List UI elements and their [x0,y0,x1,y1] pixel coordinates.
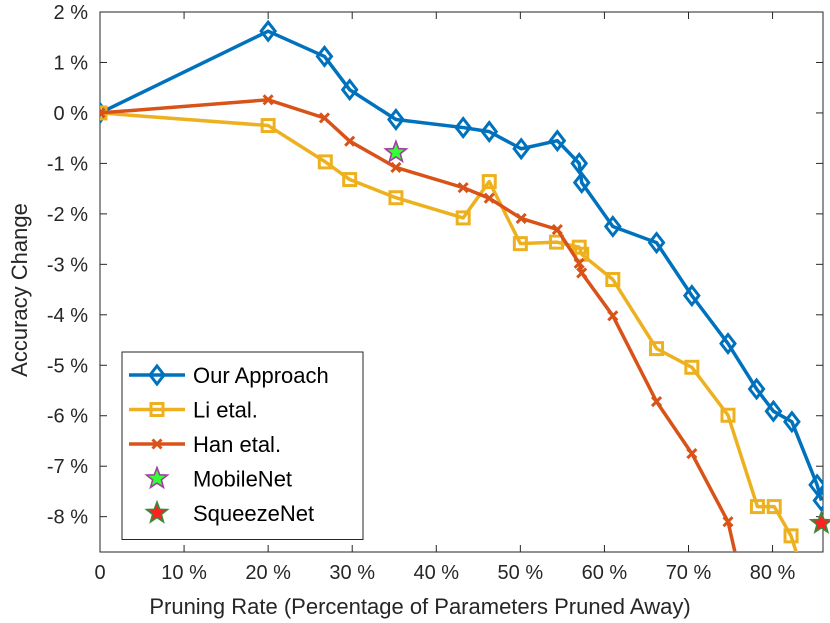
x-tick-label: 40 % [413,562,459,584]
special-points-layer [383,139,830,534]
data-point-our-approach [812,489,823,512]
data-point-li-etal [481,174,497,190]
data-point-our-approach [259,19,278,43]
series-line-han-etal [100,98,737,552]
x-tick-label: 0 [94,562,105,584]
x-tick-label: 80 % [750,562,796,584]
data-point-li-etal [512,236,528,252]
data-point-li-etal [260,118,276,134]
y-tick-label: -1 % [47,153,88,175]
data-point-li-etal [455,210,471,226]
legend-star-marker [144,499,170,524]
series-han-etal [100,94,742,567]
legend-label: SqueezeNet [193,501,314,526]
x-tick-label: 60 % [582,562,628,584]
series-layer [100,19,823,567]
data-point-our-approach [747,377,766,401]
data-point-han-etal [457,182,469,194]
legend-item-li-etal: Li etal. [129,398,258,423]
legend-marker [148,363,166,387]
data-point-li-etal [720,407,736,423]
legend-star-marker [144,465,170,490]
data-point-han-etal [390,161,402,173]
data-point-han-etal [722,516,734,528]
star-point-squeezenet [808,509,830,534]
data-point-han-etal [551,223,563,236]
data-point-our-approach [782,410,801,434]
x-tick-label: 10 % [161,562,207,584]
data-point-li-etal [388,190,404,206]
data-point-our-approach [480,120,499,144]
data-point-han-etal [100,107,106,119]
data-point-han-etal [483,192,495,204]
data-point-our-approach [603,215,622,238]
legend-label: Our Approach [193,363,329,388]
data-point-our-approach [570,151,589,175]
data-point-our-approach [315,44,334,68]
y-tick-label: 0 % [54,103,89,125]
data-point-our-approach [340,78,359,102]
x-tick-label: 30 % [329,562,375,584]
data-point-han-etal [262,94,274,106]
legend-item-han-etal: Han etal. [129,432,281,457]
axes-box [99,11,824,553]
legend-item-squeezenet: SqueezeNet [144,499,314,526]
legend-marker [151,438,163,450]
data-point-our-approach [764,399,783,423]
plot-area [99,11,824,553]
y-axis-ticks: 2 % 1 % 0 % -1 % -2 % -3 % -4 % -5 % -6 % -7 % -8 … [47,2,823,529]
x-axis-ticks: 0 10 % 20 % 30 % 40 % 50 % 60 % 70 % 80 % [94,12,796,584]
data-point-han-etal [607,310,619,322]
y-tick-label: -6 % [47,406,88,428]
y-axis-label: Accuracy Change [7,203,32,377]
data-point-li-etal [317,154,333,170]
y-tick-label: 1 % [54,52,89,74]
data-point-our-approach [572,171,591,195]
x-tick-label: 70 % [666,562,712,584]
data-point-han-etal [576,267,588,279]
legend-item-our-approach: Our Approach [129,363,329,388]
legend-label: Han etal. [193,432,281,457]
legend-marker [149,402,165,417]
x-tick-label: 50 % [498,562,544,584]
data-point-han-etal [650,396,663,408]
data-point-han-etal [733,558,742,567]
legend-item-mobilenet: MobileNet [144,465,292,492]
y-tick-label: 2 % [54,2,89,24]
data-point-han-etal [344,135,356,147]
data-point-our-approach [387,108,405,131]
y-tick-label: -4 % [47,305,88,327]
data-point-li-etal [342,172,358,188]
legend-label: Li etal. [193,398,258,423]
data-point-li-etal [749,499,765,515]
data-point-li-etal [548,234,564,250]
data-point-our-approach [512,137,531,161]
data-point-our-approach [808,473,823,497]
data-point-our-approach [454,116,473,140]
legend: Our Approach Li etal. Han etal. MobileNet Sq… [121,351,364,540]
data-point-li-etal [605,271,621,287]
data-point-li-etal [649,341,665,357]
x-axis-label: Pruning Rate (Percentage of Parameters P… [149,594,690,619]
y-tick-label: -7 % [47,456,88,478]
data-point-han-etal [515,212,527,224]
data-point-our-approach [647,231,666,255]
x-tick-label: 20 % [245,562,291,584]
y-tick-label: -2 % [47,204,88,226]
data-point-our-approach [719,332,737,356]
data-point-li-etal [766,499,782,515]
data-point-han-etal [686,448,698,460]
y-tick-label: -8 % [47,507,88,529]
data-point-our-approach [548,129,567,153]
y-tick-label: -5 % [47,355,88,377]
data-point-li-etal [684,359,700,375]
y-tick-label: -3 % [47,254,88,276]
star-point-mobilenet [383,139,409,164]
legend-label: MobileNet [193,467,292,492]
data-point-li-etal [783,528,799,544]
data-point-han-etal [573,257,585,269]
data-point-our-approach [682,284,701,308]
data-point-han-etal [318,112,331,124]
